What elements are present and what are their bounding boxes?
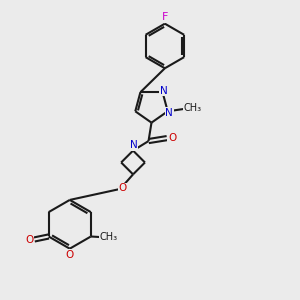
Text: N: N	[160, 86, 168, 96]
Text: F: F	[162, 12, 168, 22]
Text: O: O	[119, 183, 127, 193]
Text: O: O	[168, 133, 176, 142]
Text: N: N	[130, 140, 137, 150]
Text: O: O	[25, 235, 33, 245]
Text: O: O	[66, 250, 74, 260]
Text: CH₃: CH₃	[100, 232, 118, 242]
Text: N: N	[165, 108, 173, 118]
Text: CH₃: CH₃	[183, 103, 201, 113]
